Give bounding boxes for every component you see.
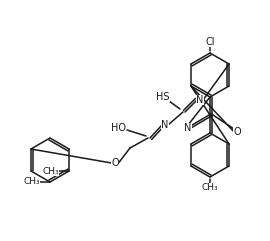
Text: N: N [161, 120, 169, 130]
Text: Cl: Cl [205, 37, 215, 47]
Text: O: O [233, 127, 241, 137]
Text: CH₃: CH₃ [202, 182, 218, 192]
Text: O: O [111, 158, 119, 168]
Text: HS: HS [156, 92, 170, 102]
Text: HO: HO [110, 123, 126, 133]
Text: CH₃: CH₃ [24, 178, 40, 187]
Text: N: N [196, 95, 204, 105]
Text: CH₃: CH₃ [43, 167, 59, 175]
Text: N: N [184, 123, 192, 133]
